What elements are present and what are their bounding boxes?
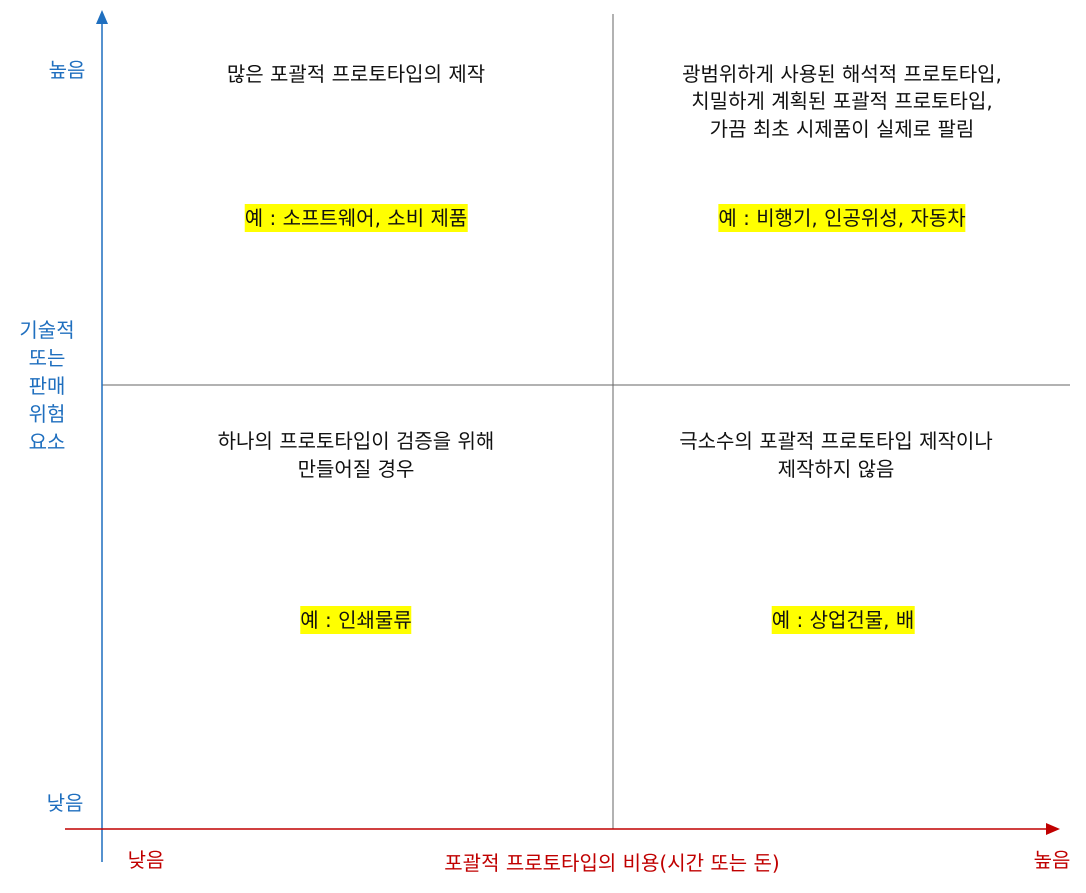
quadrant-example: 예 : 인쇄물류 (300, 606, 412, 634)
y-label: 요소 (28, 430, 66, 454)
x-label: 포괄적 프로토타입의 비용(시간 또는 돈) (444, 851, 780, 875)
quadrant-text: 제작하지 않음 (777, 457, 895, 481)
quadrant-text: 가끔 최초 시제품이 실제로 팔림 (709, 117, 975, 141)
x-axis-arrow (1046, 823, 1060, 835)
y-high: 높음 (48, 58, 86, 82)
y-label: 판매 (28, 374, 66, 398)
quadrant-example: 예 : 소프트웨어, 소비 제품 (244, 204, 468, 232)
y-label: 위험 (28, 402, 66, 426)
quadrant-text: 극소수의 포괄적 프로토타입 제작이나 (679, 429, 993, 453)
x-low: 낮음 (127, 848, 165, 872)
y-low: 낮음 (46, 791, 84, 815)
quadrant-text: 하나의 프로토타입이 검증을 위해 (217, 429, 495, 453)
y-label: 또는 (28, 346, 66, 370)
quadrant-text: 치밀하게 계획된 포괄적 프로토타입, (691, 89, 993, 113)
y-axis-arrow (96, 10, 108, 24)
quadrant-text: 만들어질 경우 (297, 457, 415, 481)
quadrant-text: 광범위하게 사용된 해석적 프로토타입, (682, 62, 1002, 86)
quadrant-example: 예 : 비행기, 인공위성, 자동차 (718, 204, 966, 232)
quadrant-text: 많은 포괄적 프로토타입의 제작 (226, 62, 486, 86)
x-high: 높음 (1033, 848, 1071, 872)
quadrant-example: 예 : 상업건물, 배 (771, 606, 915, 634)
y-label: 기술적 (19, 318, 75, 342)
